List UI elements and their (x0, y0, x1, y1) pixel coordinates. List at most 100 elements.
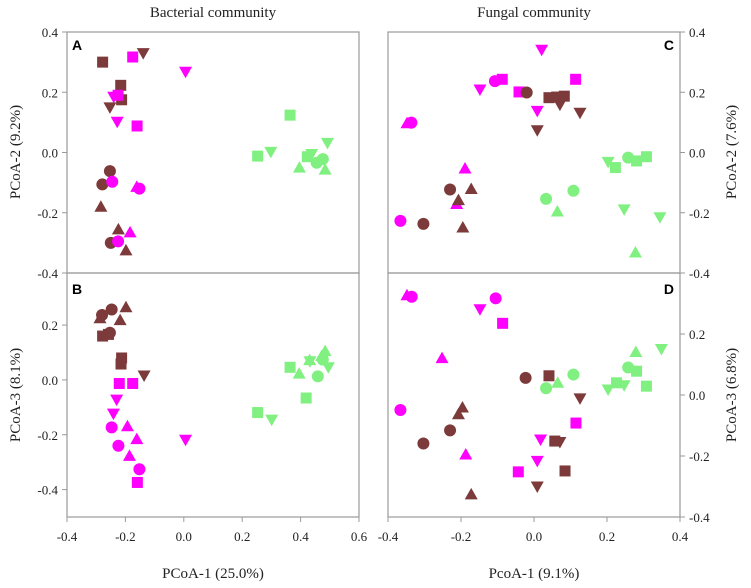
point-brown-down (530, 125, 544, 137)
point-magenta-square (497, 317, 509, 329)
point-magenta-circle (112, 439, 125, 452)
x-tick-label: -0.2 (451, 529, 472, 544)
panel-D: D 0.2 0.0 -0.2 -0.4 -0.4 -0.2 0.0 0.2 0.4 (378, 272, 710, 544)
point-brown-up (119, 243, 133, 256)
y-tick-label: 0.0 (42, 146, 58, 161)
panel-frame (387, 272, 681, 518)
point-brown-circle (519, 371, 532, 384)
point-green-down (305, 149, 319, 161)
x-axis-title-left: PCoA-1 (25.0%) (162, 566, 264, 582)
point-green-down (320, 137, 334, 150)
point-magenta-up (459, 447, 473, 460)
y-tick-label: 0.2 (42, 85, 58, 100)
point-magenta-down (179, 66, 193, 79)
point-magenta-square (512, 466, 524, 478)
y-tick-label: 0.4 (42, 25, 59, 40)
point-magenta-circle (106, 175, 119, 188)
point-green-up (628, 246, 642, 258)
point-green-down (653, 212, 667, 224)
point-brown-up (451, 193, 465, 206)
point-brown-up (111, 222, 125, 235)
point-brown-down (137, 370, 151, 383)
point-magenta-circle (394, 214, 407, 227)
point-brown-circle (417, 437, 430, 450)
point-magenta-square (127, 51, 139, 63)
point-green-square (609, 162, 621, 174)
title-fungal: Fungal community (477, 5, 591, 21)
point-green-square (300, 392, 312, 404)
point-magenta-up (435, 351, 449, 364)
y-tick-label: 0.2 (42, 318, 58, 333)
panel-letter: D (664, 281, 674, 297)
y-tick-label: 0.0 (689, 146, 705, 161)
point-brown-square (549, 435, 561, 447)
x-tick-label: 0.2 (234, 529, 250, 544)
y-tick-label: -0.2 (689, 206, 710, 221)
y-tick-label: -0.4 (689, 510, 710, 525)
point-green-down (617, 204, 631, 216)
point-brown-circle (103, 165, 116, 178)
point-brown-down (553, 99, 567, 112)
point-green-down (303, 356, 317, 368)
y-tick-label: -0.4 (37, 483, 58, 498)
point-magenta-circle (133, 182, 146, 195)
point-green-up (318, 163, 332, 175)
x-tick-label: -0.4 (378, 529, 399, 544)
y-axis-title-D: PCoA-3 (6.8%) (724, 348, 740, 442)
point-green-square (640, 380, 652, 392)
point-magenta-square (570, 417, 582, 429)
point-magenta-down (473, 304, 487, 316)
point-brown-square (543, 370, 555, 382)
panel-frame (66, 272, 360, 518)
x-tick-label: 0.2 (599, 529, 615, 544)
point-magenta-down (106, 408, 120, 421)
y-tick-label: -0.2 (37, 428, 58, 443)
point-green-down (654, 343, 668, 356)
panel-C: C 0.4 0.2 0.0 -0.2 -0.4 (387, 25, 710, 281)
point-brown-square (97, 330, 109, 342)
point-brown-down (103, 102, 117, 114)
point-magenta-square (496, 73, 508, 85)
point-magenta-down (530, 455, 544, 468)
point-brown-circle (96, 308, 109, 321)
point-brown-down (573, 393, 587, 405)
panel-B: B 0.2 0.0 -0.2 -0.4 -0.4 -0.2 0.0 0.2 0.4 0.6 (37, 272, 368, 544)
point-magenta-square (131, 120, 143, 132)
x-tick-label: -0.2 (115, 529, 136, 544)
point-magenta-square (127, 377, 139, 389)
point-brown-square (543, 92, 555, 104)
point-green-square (284, 109, 296, 121)
point-green-up (292, 367, 306, 379)
point-brown-circle (417, 217, 430, 230)
point-green-circle (567, 184, 580, 197)
point-brown-up (464, 182, 478, 194)
point-green-square (610, 377, 622, 389)
point-green-circle (567, 368, 580, 381)
point-brown-square (102, 328, 114, 340)
point-green-up (551, 376, 565, 388)
point-green-square (252, 150, 264, 162)
point-magenta-circle (112, 235, 125, 248)
point-green-down (321, 362, 335, 374)
point-magenta-down (535, 44, 549, 57)
point-green-square (252, 407, 264, 419)
point-brown-up (456, 221, 470, 233)
point-green-circle (540, 192, 553, 205)
point-magenta-down (473, 84, 487, 97)
point-magenta-circle (405, 290, 418, 303)
title-bacterial: Bacterial community (150, 5, 277, 21)
point-brown-square (97, 56, 109, 68)
point-magenta-circle (105, 421, 118, 434)
point-magenta-up (130, 432, 144, 445)
point-magenta-up (120, 419, 134, 432)
panel-letter: B (72, 281, 82, 297)
point-magenta-circle (489, 292, 502, 305)
point-magenta-square (131, 476, 143, 488)
panel-frame (387, 31, 681, 274)
point-magenta-down (534, 434, 548, 447)
point-brown-down (573, 107, 587, 120)
y-axis-title-A: PCoA-2 (9.2%) (8, 105, 24, 199)
x-axis-title-right: PcoA-1 (9.1%) (489, 566, 580, 582)
point-green-up (292, 161, 306, 173)
